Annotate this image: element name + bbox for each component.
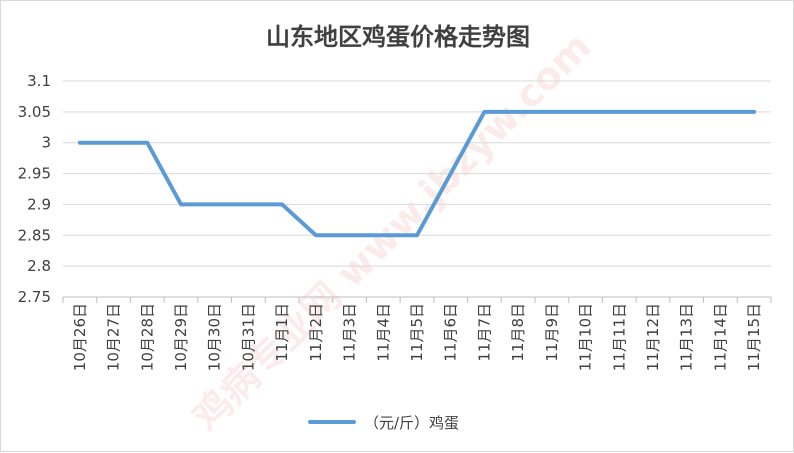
x-tick-group: 11月9日	[543, 303, 561, 362]
x-tick-label: 10月29日	[172, 303, 190, 371]
x-tick-group: 11月1日	[273, 303, 291, 362]
x-tick-label: 11月12日	[644, 303, 662, 371]
x-tick-group: 10月31日	[239, 303, 257, 371]
x-tick-label: 10月27日	[105, 303, 123, 371]
x-tick-group: 11月3日	[341, 303, 359, 362]
x-tick-group: 10月26日	[71, 303, 89, 371]
x-tick-label: 11月9日	[543, 303, 561, 362]
y-tick-label: 2.75	[18, 288, 51, 306]
x-tick-group: 10月28日	[138, 303, 156, 371]
x-tick-group: 11月2日	[307, 303, 325, 362]
x-tick-group: 11月14日	[711, 303, 729, 371]
x-tick-group: 10月29日	[172, 303, 190, 371]
watermark-text: 鸡病专业网 www.jbzyw.com	[184, 24, 600, 440]
chart-title: 山东地区鸡蛋价格走势图	[266, 23, 530, 51]
x-tick-label: 11月15日	[745, 303, 763, 371]
legend-label: （元/斤）鸡蛋	[364, 414, 459, 432]
x-tick-group: 11月8日	[509, 303, 527, 362]
x-axis: 10月26日 10月27日 10月28日 10月29日 10月30日 10月31日 11月1…	[63, 297, 771, 371]
x-tick-label: 11月3日	[341, 303, 359, 362]
x-tick-group: 11月11日	[610, 303, 628, 371]
x-tick-group: 11月12日	[644, 303, 662, 371]
x-tick-label: 11月14日	[711, 303, 729, 371]
x-tick-label: 11月6日	[442, 303, 460, 362]
x-tick-group: 11月10日	[577, 303, 595, 371]
x-tick-label: 10月30日	[206, 303, 224, 371]
x-tick-label: 11月2日	[307, 303, 325, 362]
y-tick-label: 2.9	[27, 195, 51, 213]
y-tick-label: 3	[41, 134, 51, 152]
x-tick-label: 11月4日	[374, 303, 392, 362]
y-tick-label: 2.8	[27, 257, 51, 275]
x-tick-group: 10月30日	[206, 303, 224, 371]
x-tick-group: 11月15日	[745, 303, 763, 371]
x-tick-group: 11月5日	[408, 303, 426, 362]
x-tick-group: 11月6日	[442, 303, 460, 362]
x-tick-label: 11月1日	[273, 303, 291, 362]
x-tick-label: 10月28日	[138, 303, 156, 371]
x-tick-label: 11月7日	[475, 303, 493, 362]
y-tick-label: 2.85	[18, 226, 51, 244]
x-tick-group: 11月7日	[475, 303, 493, 362]
y-tick-label: 3.05	[18, 103, 51, 121]
x-tick-label: 10月26日	[71, 303, 89, 371]
y-axis: 2.75 2.8 2.85 2.9 2.95 3 3.05 3.1	[18, 72, 51, 306]
x-tick-label: 10月31日	[239, 303, 257, 371]
x-tick-label: 11月10日	[577, 303, 595, 371]
y-tick-label: 3.1	[27, 72, 51, 90]
x-tick-label: 11月13日	[678, 303, 696, 371]
y-tick-label: 2.95	[18, 165, 51, 183]
x-tick-label: 11月11日	[610, 303, 628, 371]
x-tick-group: 11月4日	[374, 303, 392, 362]
x-tick-label: 11月8日	[509, 303, 527, 362]
legend: （元/斤）鸡蛋	[310, 414, 459, 432]
x-tick-group: 11月13日	[678, 303, 696, 371]
gridlines	[63, 81, 771, 266]
watermark: 鸡病专业网 www.jbzyw.com	[184, 24, 600, 440]
x-tick-group: 10月27日	[105, 303, 123, 371]
x-tick-label: 11月5日	[408, 303, 426, 362]
